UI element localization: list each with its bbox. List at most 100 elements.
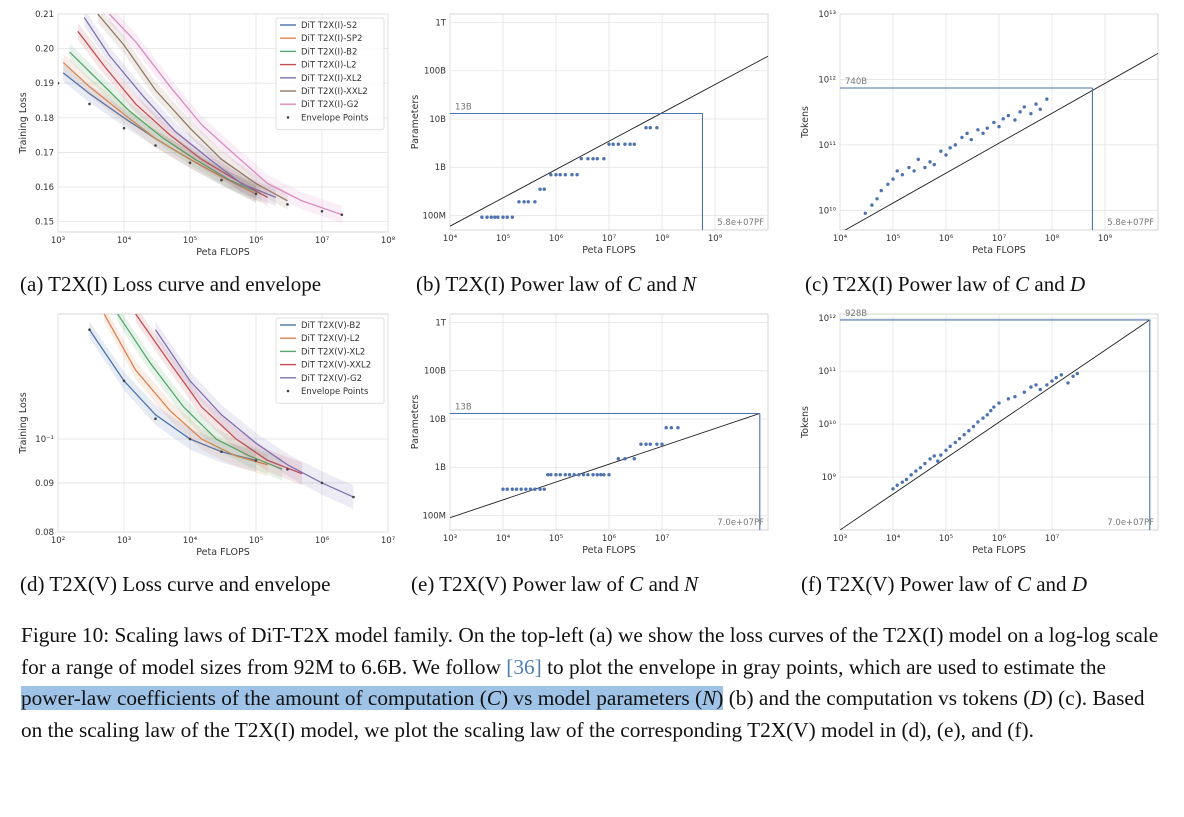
gridlines bbox=[449, 314, 768, 530]
panel-a: 10³ 10⁴ 10⁵ 10⁶ 10⁷ 10⁸ 0.15 0.16 0.17 0.18 0.19 0.… bbox=[10, 4, 396, 258]
x-tick-label: 10⁶ bbox=[992, 534, 1007, 544]
data-point bbox=[886, 182, 890, 186]
data-point bbox=[579, 157, 583, 161]
y-axis-label: Parameters bbox=[410, 95, 421, 149]
data-point bbox=[1038, 387, 1042, 392]
series-line bbox=[83, 17, 277, 199]
data-point bbox=[1071, 374, 1075, 378]
y-axis-label: Tokens bbox=[800, 406, 811, 439]
data-point bbox=[549, 473, 553, 477]
chart-d: 10² 10³ 10⁴ 10⁵ 10⁶ 10⁷ 10⁻¹ 0.09 0.08 Peta FLOPS… bbox=[18, 313, 396, 558]
data-point bbox=[981, 131, 985, 136]
data-point bbox=[586, 473, 590, 477]
y-tick-label: 0.21 bbox=[35, 10, 54, 20]
envelope-point bbox=[88, 102, 91, 106]
panel-f: 10³ 10⁴ 10⁵ 10⁶ 10⁷ 10⁹ 10¹⁰ 10¹¹ 10¹² Peta FLOPS… bbox=[790, 304, 1170, 556]
data-point bbox=[932, 162, 936, 167]
data-point bbox=[538, 187, 542, 191]
subcaption-b-prefix: (b) T2X(I) Power law of bbox=[416, 272, 628, 296]
x-tick-label: 10⁶ bbox=[315, 536, 330, 546]
x-tick-label: 10⁵ bbox=[549, 534, 563, 544]
chart-c: 10⁴ 10⁵ 10⁶ 10⁷ 10⁸ 10⁹ 10¹⁰ 10¹¹ 10¹² 10¹³ Peta F… bbox=[800, 10, 1159, 256]
panel-e: 10³ 10⁴ 10⁵ 10⁶ 10⁷ 100M 1B 10B 100B 1T Peta FLOPS… bbox=[400, 304, 780, 556]
caption-text-1: Figure 10: Scaling laws of DiT-T2X model… bbox=[21, 623, 1159, 679]
data-point bbox=[648, 125, 652, 130]
data-point bbox=[664, 425, 668, 430]
subcaption-e-prefix: (e) T2X(V) Power law of bbox=[411, 572, 630, 596]
y-tick-label: 10¹⁰ bbox=[818, 206, 836, 216]
legend-label: Envelope Points bbox=[301, 113, 369, 123]
subcaption-c-var-c: C bbox=[1015, 272, 1030, 296]
data-point bbox=[501, 215, 505, 219]
envelope-point bbox=[122, 126, 126, 130]
data-point bbox=[575, 173, 579, 177]
annotation-x-label: 5.8e+07PF bbox=[717, 218, 764, 228]
data-point bbox=[863, 211, 867, 215]
x-tick-label: 10⁷ bbox=[602, 234, 617, 244]
data-point bbox=[524, 487, 528, 491]
y-tick-label: 0.08 bbox=[35, 528, 54, 538]
y-tick-label: 100B bbox=[424, 67, 446, 77]
series-line bbox=[62, 61, 257, 195]
data-point bbox=[510, 215, 515, 219]
data-point bbox=[976, 420, 980, 424]
data-point bbox=[519, 487, 523, 491]
legend-label: DiT T2X(I)-L2 bbox=[301, 61, 357, 71]
subcaption-e: (e) T2X(V) Power law of C and N bbox=[411, 572, 698, 597]
data-point bbox=[632, 142, 636, 146]
highlighted-text[interactable]: power-law coefficients of the amount of … bbox=[21, 686, 724, 710]
data-point bbox=[1045, 97, 1049, 101]
y-tick-label: 0.16 bbox=[35, 183, 54, 193]
data-point bbox=[655, 442, 659, 446]
data-point bbox=[939, 149, 943, 153]
subcaption-c-var-d: D bbox=[1069, 272, 1086, 296]
series-line bbox=[97, 14, 288, 202]
data-point bbox=[602, 157, 606, 161]
x-tick-label: 10⁶ bbox=[602, 534, 617, 544]
legend-label: DiT T2X(V)-XL2 bbox=[301, 347, 365, 357]
x-tick-label: 10⁵ bbox=[886, 234, 900, 244]
citation-link[interactable]: [36] bbox=[506, 654, 542, 679]
data-point bbox=[992, 405, 996, 409]
data-point bbox=[648, 442, 652, 446]
data-point bbox=[607, 142, 611, 146]
data-point bbox=[1059, 373, 1064, 377]
x-tick-label: 10⁷ bbox=[315, 236, 330, 246]
envelope-point bbox=[88, 328, 91, 332]
fit-line bbox=[450, 413, 760, 519]
subcaption-e-var-n: N bbox=[684, 572, 699, 596]
x-tick-label: 10⁷ bbox=[381, 536, 396, 546]
series-line bbox=[103, 314, 268, 466]
data-point bbox=[1006, 397, 1011, 401]
highlight-part-2: ) vs model parameters ( bbox=[501, 686, 703, 710]
data-point bbox=[607, 473, 611, 477]
legend-label: Envelope Points bbox=[301, 387, 369, 397]
data-point bbox=[510, 487, 515, 491]
data-point bbox=[1013, 118, 1017, 122]
legend-label: DiT T2X(I)-SP2 bbox=[301, 34, 362, 44]
data-point bbox=[611, 142, 615, 146]
data-point bbox=[660, 442, 664, 446]
series-band bbox=[84, 14, 276, 207]
x-tick-label: 10⁸ bbox=[1045, 234, 1060, 244]
chart-f: 10³ 10⁴ 10⁵ 10⁶ 10⁷ 10⁹ 10¹⁰ 10¹¹ 10¹² Peta FLOPS… bbox=[800, 309, 1159, 556]
plot-area bbox=[450, 55, 768, 230]
y-tick-label: 0.17 bbox=[35, 148, 54, 158]
caption-text-3: (b) and the computation vs tokens ( bbox=[723, 686, 1031, 710]
data-point bbox=[591, 157, 595, 161]
data-point bbox=[522, 200, 526, 204]
chart-b: 10⁴ 10⁵ 10⁶ 10⁷ 10⁸ 10⁹ 100M 1B 10B 100B 1T Peta FL… bbox=[410, 13, 769, 256]
y-tick-label: 100M bbox=[422, 211, 446, 221]
x-axis-label: Peta FLOPS bbox=[972, 545, 1025, 556]
data-point bbox=[870, 203, 874, 207]
x-tick-label: 10³ bbox=[443, 534, 457, 544]
data-point bbox=[485, 215, 489, 219]
data-point bbox=[546, 473, 550, 477]
plot-area bbox=[840, 53, 1158, 230]
data-point bbox=[976, 128, 980, 132]
x-axis-label: Peta FLOPS bbox=[196, 547, 249, 558]
data-point bbox=[900, 173, 905, 177]
data-point bbox=[891, 177, 895, 181]
series-line bbox=[135, 314, 303, 475]
y-tick-label: 1T bbox=[435, 18, 446, 28]
